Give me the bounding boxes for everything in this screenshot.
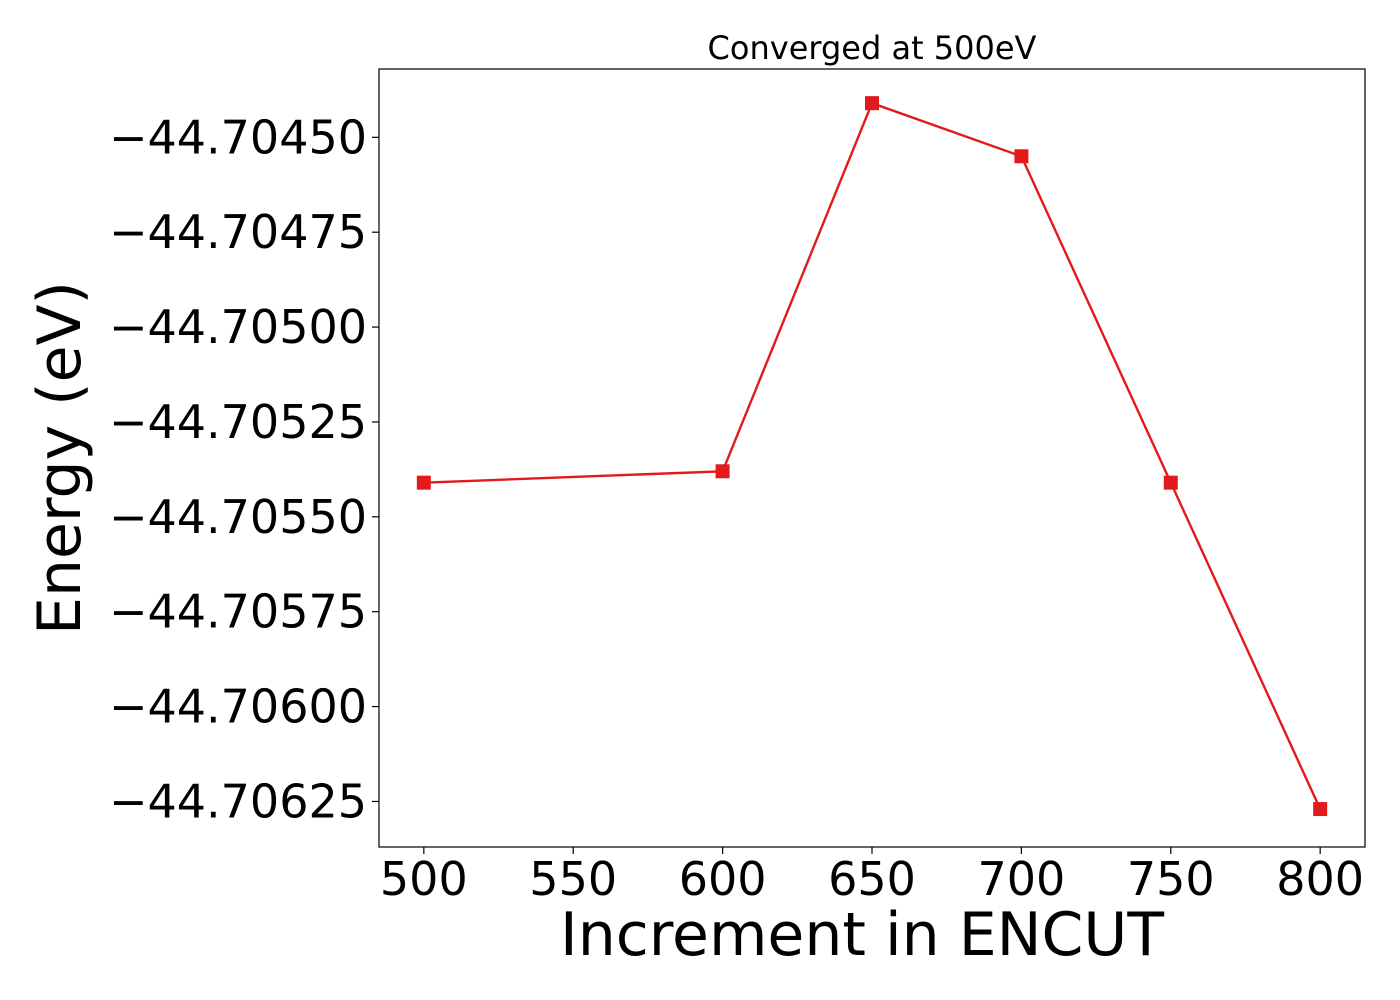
x-axis-label: Increment in ENCUT bbox=[560, 900, 1164, 970]
x-tick-label: 800 bbox=[1276, 852, 1364, 906]
x-tick-label: 650 bbox=[828, 852, 916, 906]
data-point-marker bbox=[416, 475, 431, 490]
series-line bbox=[423, 101, 1322, 810]
y-tick-label: −44.70525 bbox=[109, 395, 367, 449]
x-tick-label: 700 bbox=[977, 852, 1065, 906]
y-tick-label: −44.70550 bbox=[109, 490, 367, 544]
x-tick-label: 500 bbox=[380, 852, 468, 906]
y-tick-label: −44.70575 bbox=[109, 585, 367, 639]
x-tick-label: 550 bbox=[529, 852, 617, 906]
data-point-marker bbox=[865, 96, 879, 111]
data-point-marker bbox=[1014, 149, 1029, 164]
y-tick-label: −44.70475 bbox=[109, 205, 367, 259]
y-tick-label: −44.70500 bbox=[109, 300, 367, 354]
x-axis: 500 550 600 650 700 750 800 bbox=[380, 847, 1364, 906]
y-tick-label: −44.70625 bbox=[109, 774, 367, 828]
data-point-marker bbox=[715, 464, 730, 479]
data-point-marker bbox=[1163, 475, 1178, 490]
chart-title: Converged at 500eV bbox=[708, 29, 1037, 67]
y-axis-label: Energy (eV) bbox=[25, 281, 95, 635]
series-layer bbox=[416, 96, 1328, 817]
y-axis: −44.70450 −44.70475 −44.70500 −44.70525 −44.… bbox=[109, 110, 379, 828]
data-point-marker bbox=[1313, 802, 1328, 817]
x-tick-label: 600 bbox=[679, 852, 767, 906]
x-tick-label: 750 bbox=[1127, 852, 1215, 906]
y-tick-label: −44.70600 bbox=[109, 680, 367, 734]
y-tick-label: −44.70450 bbox=[109, 110, 367, 164]
